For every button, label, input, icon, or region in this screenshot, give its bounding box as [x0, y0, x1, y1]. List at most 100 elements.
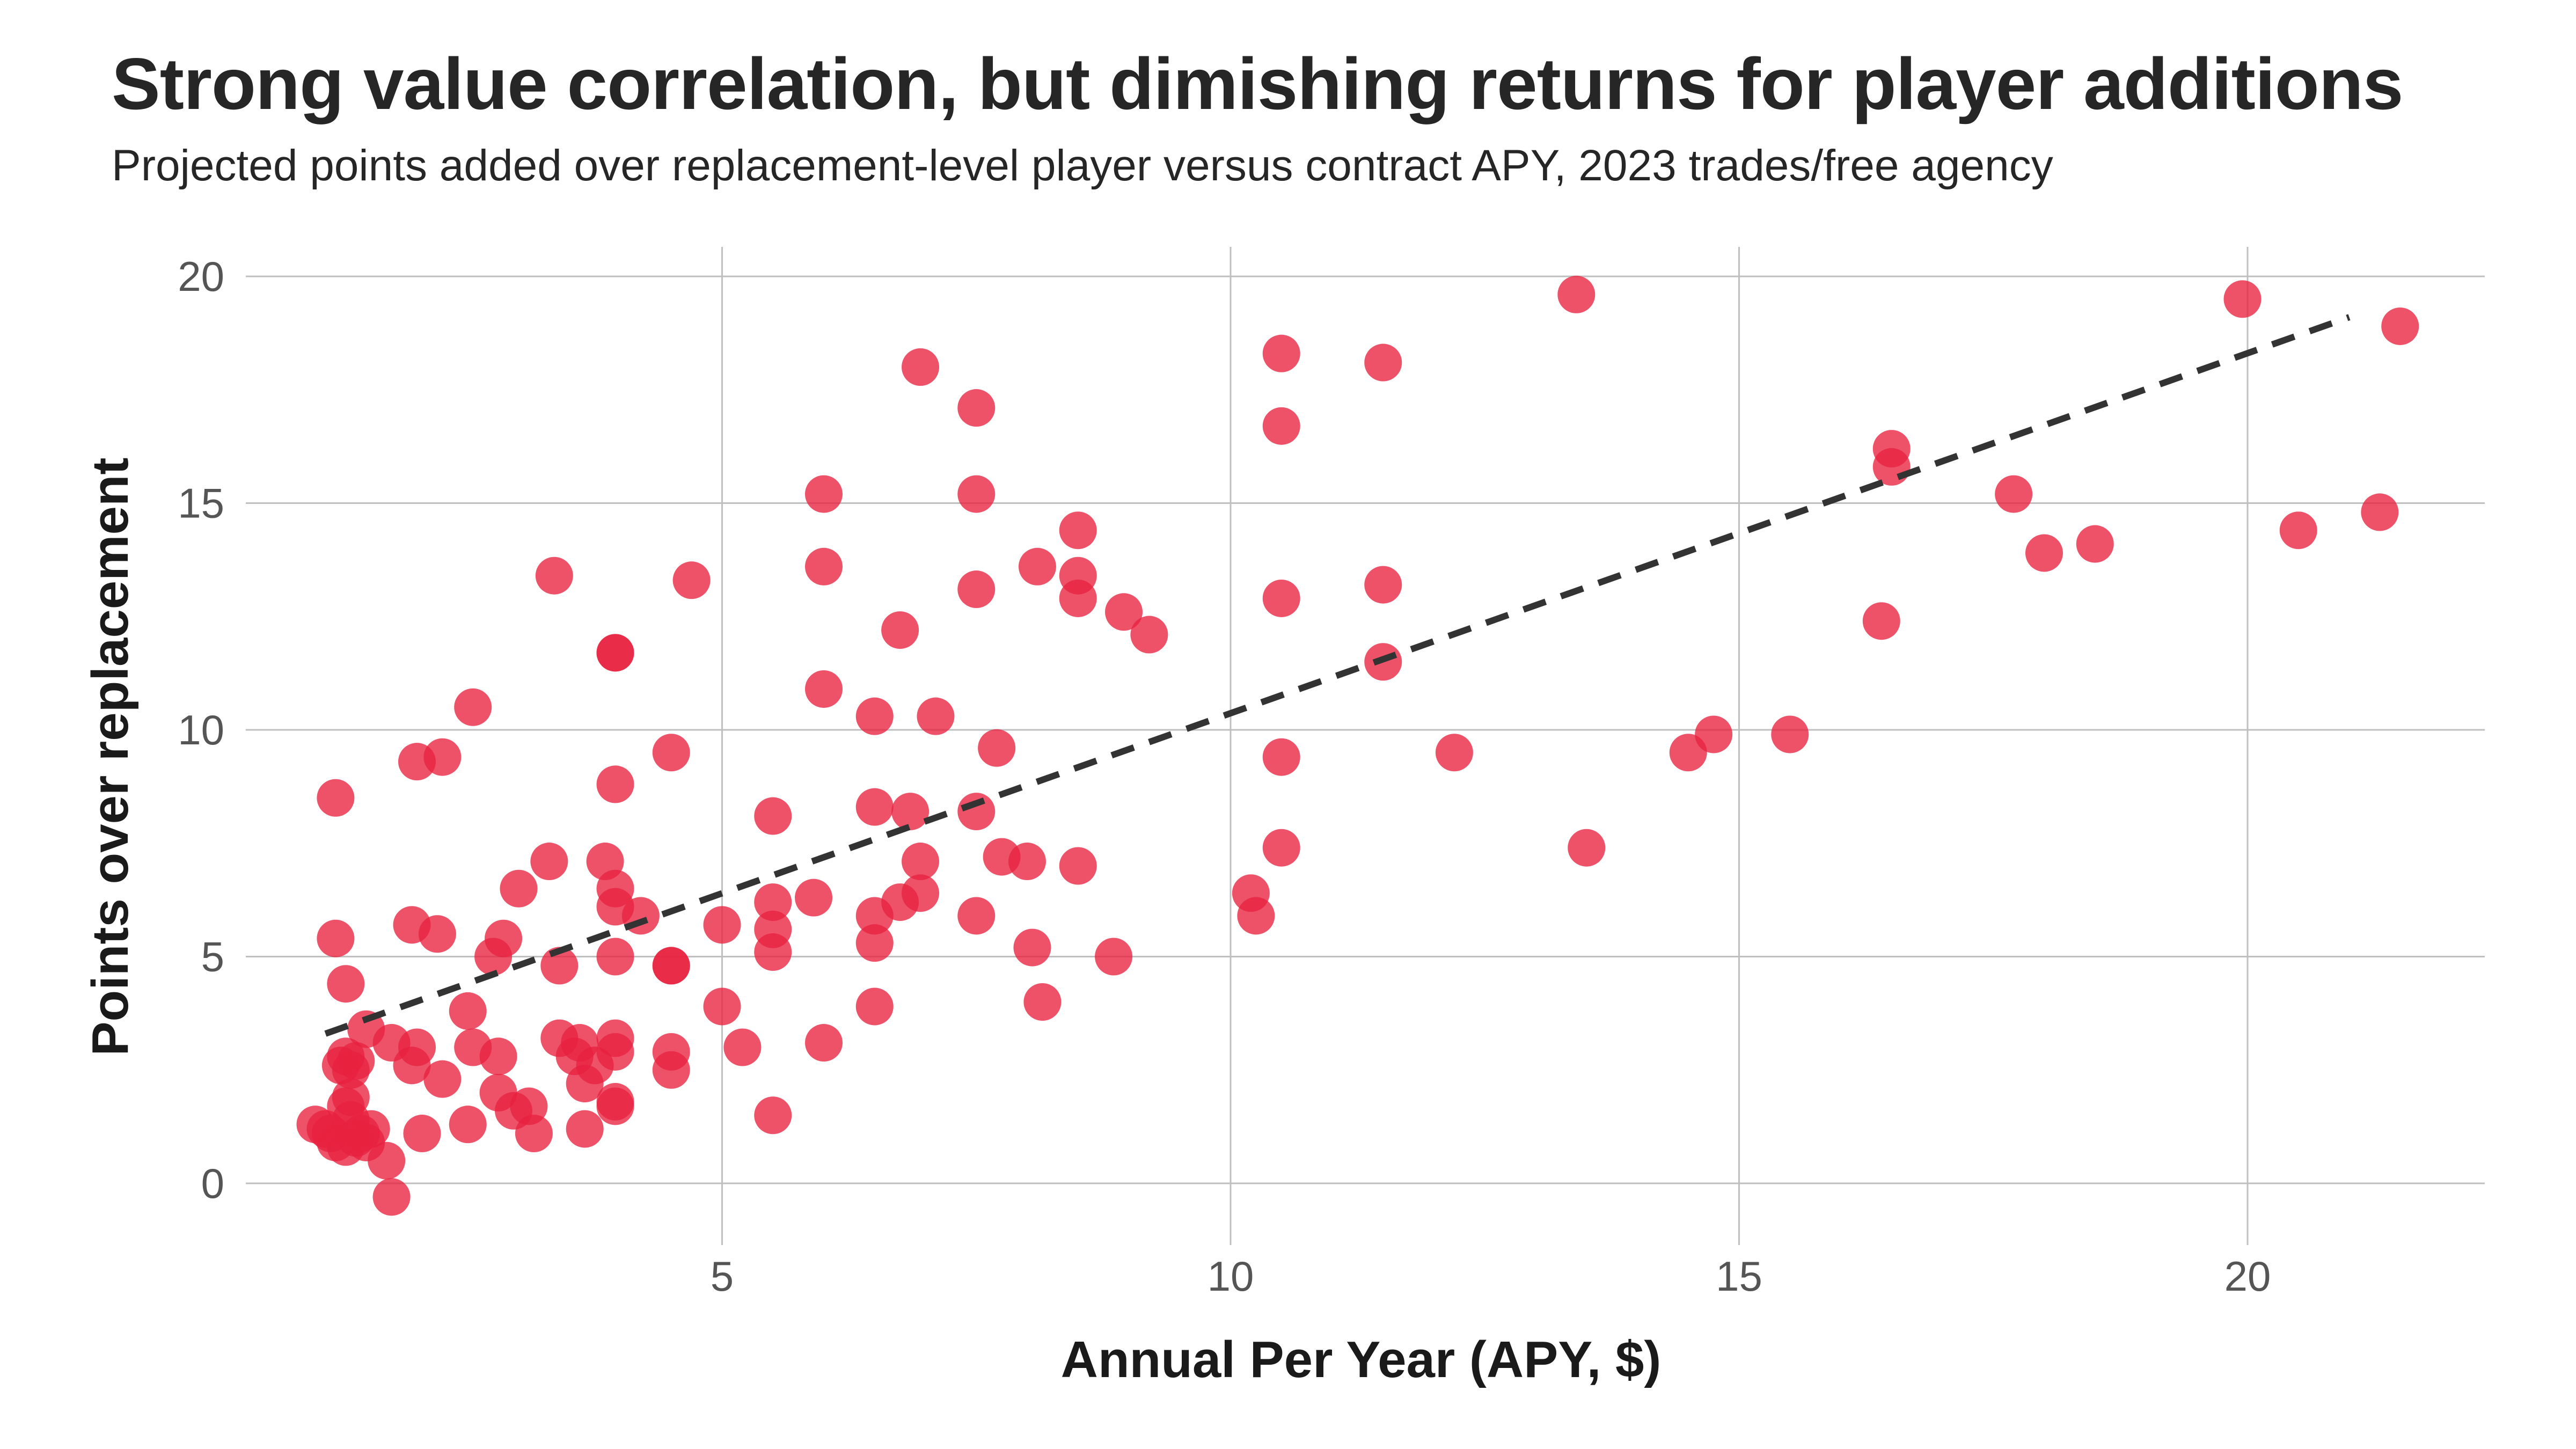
data-point	[891, 793, 930, 831]
data-point	[1568, 829, 1606, 867]
y-tick-label: 0	[201, 1160, 224, 1207]
data-point	[327, 965, 365, 1003]
data-point	[1059, 847, 1097, 885]
data-point	[596, 634, 634, 672]
data-point	[485, 919, 523, 957]
data-point	[805, 670, 843, 708]
y-tick-label: 5	[201, 933, 224, 980]
data-point	[1695, 715, 1733, 753]
data-point	[703, 906, 741, 944]
x-tick-label: 15	[1716, 1253, 1762, 1300]
data-point	[515, 1115, 553, 1153]
data-point	[672, 561, 711, 599]
data-point	[500, 869, 538, 908]
data-point	[352, 1110, 390, 1148]
data-point	[1262, 579, 1300, 617]
data-point	[754, 797, 792, 835]
data-point	[1262, 407, 1300, 445]
data-point	[1262, 334, 1300, 372]
data-point	[1995, 475, 2033, 513]
data-point	[423, 1060, 462, 1098]
data-point	[337, 1042, 375, 1080]
data-point	[1237, 897, 1275, 935]
x-tick-label: 10	[1208, 1253, 1254, 1300]
data-point	[723, 1028, 762, 1066]
data-point	[855, 924, 894, 962]
data-point	[1013, 928, 1051, 967]
data-point	[596, 938, 634, 976]
y-tick-label: 15	[178, 480, 224, 527]
data-point	[805, 547, 843, 586]
trend-line	[324, 314, 2351, 1037]
data-point	[535, 557, 573, 595]
data-point	[2025, 534, 2063, 572]
data-point	[703, 987, 741, 1026]
data-point	[805, 475, 843, 513]
data-point	[754, 1096, 792, 1135]
data-point	[530, 843, 568, 881]
data-point	[1262, 738, 1300, 776]
data-point	[1262, 829, 1300, 867]
data-point	[957, 570, 996, 609]
data-point	[479, 1074, 517, 1111]
y-tick-label: 20	[178, 253, 224, 300]
data-point	[403, 1115, 441, 1153]
data-point	[957, 475, 996, 513]
data-point	[1059, 557, 1097, 595]
data-point	[957, 793, 996, 831]
data-point	[1018, 547, 1056, 586]
data-point	[855, 987, 894, 1026]
data-point	[2361, 493, 2399, 531]
chart-subtitle: Projected points added over replacement-…	[112, 141, 2053, 190]
trend-line-group	[324, 314, 2351, 1037]
y-tick-label: 10	[178, 706, 224, 753]
x-tick-label: 20	[2224, 1253, 2271, 1300]
data-point	[332, 1078, 370, 1116]
data-point	[957, 897, 996, 935]
data-point	[902, 843, 940, 881]
data-point	[2279, 511, 2317, 550]
data-point	[2076, 525, 2114, 563]
data-point	[1130, 616, 1168, 654]
y-axis-title: Points over replacement	[82, 457, 139, 1056]
data-point	[652, 947, 690, 985]
data-point	[1364, 343, 1402, 382]
data-point	[1105, 593, 1143, 631]
data-point	[596, 765, 634, 803]
data-point	[902, 874, 940, 912]
data-point	[902, 348, 940, 386]
data-point	[978, 729, 1016, 767]
data-point	[454, 688, 492, 726]
data-point	[2223, 280, 2262, 318]
data-point	[1008, 843, 1046, 881]
data-point	[1872, 430, 1911, 468]
data-point	[652, 1051, 690, 1089]
data-point	[418, 915, 456, 953]
data-point	[917, 697, 955, 735]
data-point	[1771, 715, 1809, 753]
data-point	[596, 1087, 634, 1125]
data-point	[2381, 307, 2419, 345]
data-point	[449, 992, 487, 1030]
data-point	[317, 919, 355, 957]
data-point	[1364, 566, 1402, 604]
data-point	[754, 883, 792, 921]
data-point	[754, 910, 792, 948]
data-point	[1059, 511, 1097, 550]
chart-title: Strong value correlation, but dimishing …	[112, 43, 2403, 125]
data-point	[368, 1141, 406, 1180]
data-point	[652, 734, 690, 772]
data-point	[566, 1110, 604, 1148]
data-point	[881, 611, 919, 649]
x-tick-label: 5	[711, 1253, 734, 1300]
data-points	[296, 275, 2419, 1216]
data-point	[479, 1037, 517, 1075]
data-point	[423, 738, 462, 776]
data-point	[398, 1028, 436, 1066]
data-point	[795, 879, 833, 917]
data-point	[957, 389, 996, 427]
data-point	[540, 947, 579, 985]
grid-lines	[246, 247, 2485, 1245]
data-point	[372, 1178, 411, 1216]
